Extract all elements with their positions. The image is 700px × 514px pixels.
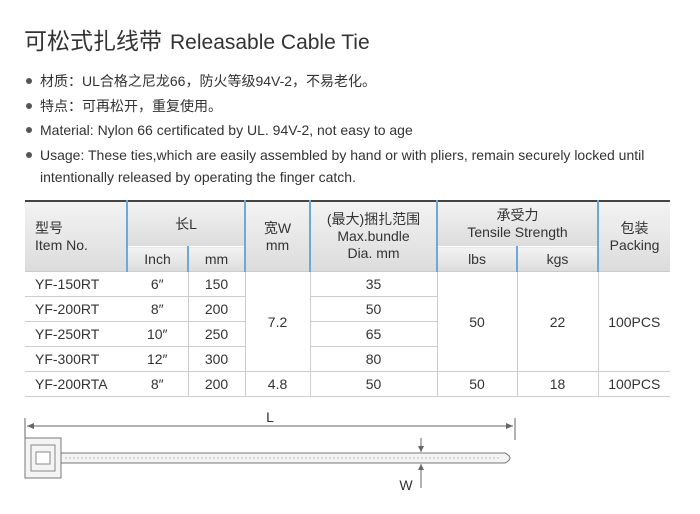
table-cell: YF-200RTA [25, 371, 127, 397]
header-cell: lbs [436, 246, 518, 272]
header-text: 包装 [620, 219, 649, 236]
table-row: YF-200RTA 8″ 200 4.8 50 50 18 100PCS [25, 371, 671, 397]
table-cell: 7.2 [244, 271, 311, 372]
header-cell: (最大)捆扎范围 Max.bundle Dia. mm [309, 201, 438, 272]
table-cell: 50 [309, 296, 438, 322]
table-row: YF-150RT 6″ 150 7.2 35 50 22 100PCS [25, 271, 671, 372]
bullet: Material: Nylon 66 certificated by UL. 9… [26, 119, 686, 142]
table-cell: YF-200RT [25, 296, 127, 322]
header-cell: mm [186, 246, 246, 272]
table-cell: 200 [187, 371, 246, 397]
tie-head-inner [30, 444, 56, 472]
header-text: 宽W [263, 219, 292, 236]
header-text: 型号 [35, 219, 63, 236]
header-cell: 宽W mm [244, 201, 311, 272]
table-cell: 4.8 [244, 371, 311, 397]
header-cell: 包装 Packing [597, 201, 671, 272]
table-cell: 50 [436, 271, 518, 372]
table-cell: YF-300RT [25, 346, 127, 372]
table-row: YF-200RT 8″ 200 50 [25, 296, 670, 322]
header-cell: 型号 Item No. [25, 201, 127, 272]
header-text: Max.bundle [337, 228, 410, 244]
header-cell: 承受力 Tensile Strength [436, 201, 599, 247]
table-cell: 80 [309, 346, 438, 372]
bullet-list: 材质：UL合格之尼龙66，防火等级94V-2，不易老化。 特点：可再松开，重复使… [26, 70, 686, 191]
table-cell: 10″ [127, 321, 188, 347]
table-cell: 18 [516, 371, 599, 397]
spec-table: 型号 Item No. 长L 宽W mm (最大)捆扎范围 Max.bundle Dia… [25, 200, 671, 397]
header-cell: kgs [516, 246, 599, 272]
header-cell: Inch [126, 246, 188, 272]
bullet: 特点：可再松开，重复使用。 [26, 95, 686, 118]
header-text: 承受力 [496, 207, 539, 223]
width-label: W [399, 477, 413, 493]
table-cell: 6″ [127, 271, 188, 297]
header-text: (最大)捆扎范围 [326, 211, 421, 227]
title-en: Releasable Cable Tie [170, 31, 370, 54]
bullet: 材质：UL合格之尼龙66，防火等级94V-2，不易老化。 [26, 70, 686, 93]
table-cell: 100PCS [597, 271, 671, 372]
table-cell: YF-150RT [25, 271, 127, 297]
header-cell: 长L [125, 201, 246, 247]
header-text: mm [265, 236, 290, 253]
length-label: L [266, 409, 274, 425]
table-row: YF-300RT 12″ 300 80 [25, 346, 670, 372]
table-cell: 150 [187, 271, 246, 297]
title: 可松式扎线带 Releasable Cable Tie [24, 22, 370, 56]
table-cell: 50 [436, 371, 518, 397]
table-cell: 35 [309, 271, 438, 297]
table-cell: 300 [187, 346, 246, 372]
table-cell: 200 [187, 296, 246, 322]
table-cell: 50 [309, 371, 438, 397]
tie-catch [35, 451, 51, 465]
table-cell: 12″ [127, 346, 188, 372]
table-cell: 250 [187, 321, 246, 347]
header-text: Packing [609, 236, 660, 253]
header-text: Item No. [35, 236, 88, 253]
cable-tie-diagram: L W [24, 409, 516, 493]
header-text: Tensile Strength [467, 224, 568, 240]
table-row: YF-250RT 10″ 250 65 [25, 321, 670, 347]
title-cn: 可松式扎线带 [24, 28, 162, 54]
bullet: Usage: These ties,which are easily assem… [26, 144, 686, 189]
table-cell: 22 [516, 271, 599, 372]
table-cell: YF-250RT [25, 321, 127, 347]
header-text: Dia. mm [347, 245, 400, 261]
table-cell: 8″ [127, 371, 188, 397]
table-cell: 65 [309, 321, 438, 347]
table-cell: 100PCS [597, 371, 671, 397]
table-cell: 8″ [127, 296, 188, 322]
